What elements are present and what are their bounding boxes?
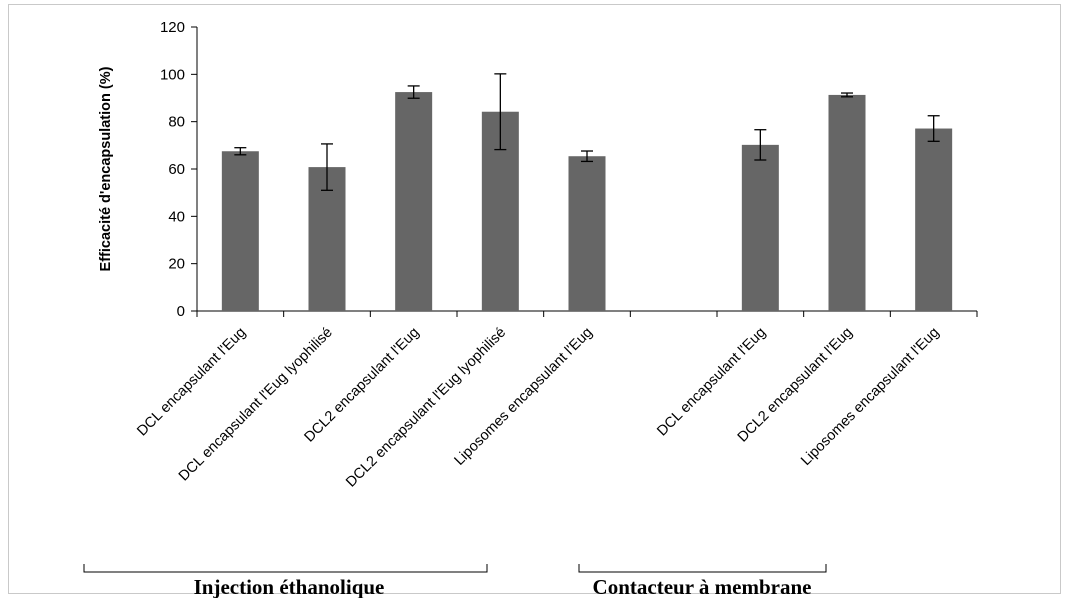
y-tick-label: 0 [177,303,185,320]
bars [221,92,953,311]
error-bars [234,73,940,191]
y-axis-title: Efficacité d'encapsulation (%) [98,66,114,271]
bar [221,151,259,311]
group-label: Contacteur à membrane [593,575,812,598]
y-tick-label: 120 [160,19,185,36]
chart-frame [8,4,1061,594]
x-category-label: DCL encapsulant l'Eug lyophilisé [176,325,336,485]
bar [395,92,433,311]
y-axis-ticks: 0 20 40 60 80 100 120 [160,19,197,320]
bar [741,144,779,311]
bar [308,167,346,311]
group-bracket [578,564,827,573]
group-bracket [83,564,488,573]
y-tick-label: 80 [168,114,185,131]
x-category-label: Liposomes encapsulant l'Eug [798,325,942,469]
bar [915,128,953,311]
group-label: Injection éthanolique [194,575,385,598]
y-tick-label: 100 [160,66,185,83]
x-category-label: DCL2 encapsulant l'Eug lyophilisé [343,325,509,491]
bar [568,156,606,311]
y-tick-label: 40 [168,208,185,225]
y-tick-label: 60 [168,161,185,178]
group-brackets: Injection éthanolique Contacteur à membra… [83,564,827,598]
bar [828,94,866,311]
y-tick-label: 20 [168,256,185,273]
x-category-label: Liposomes encapsulant l'Eug [451,325,595,469]
